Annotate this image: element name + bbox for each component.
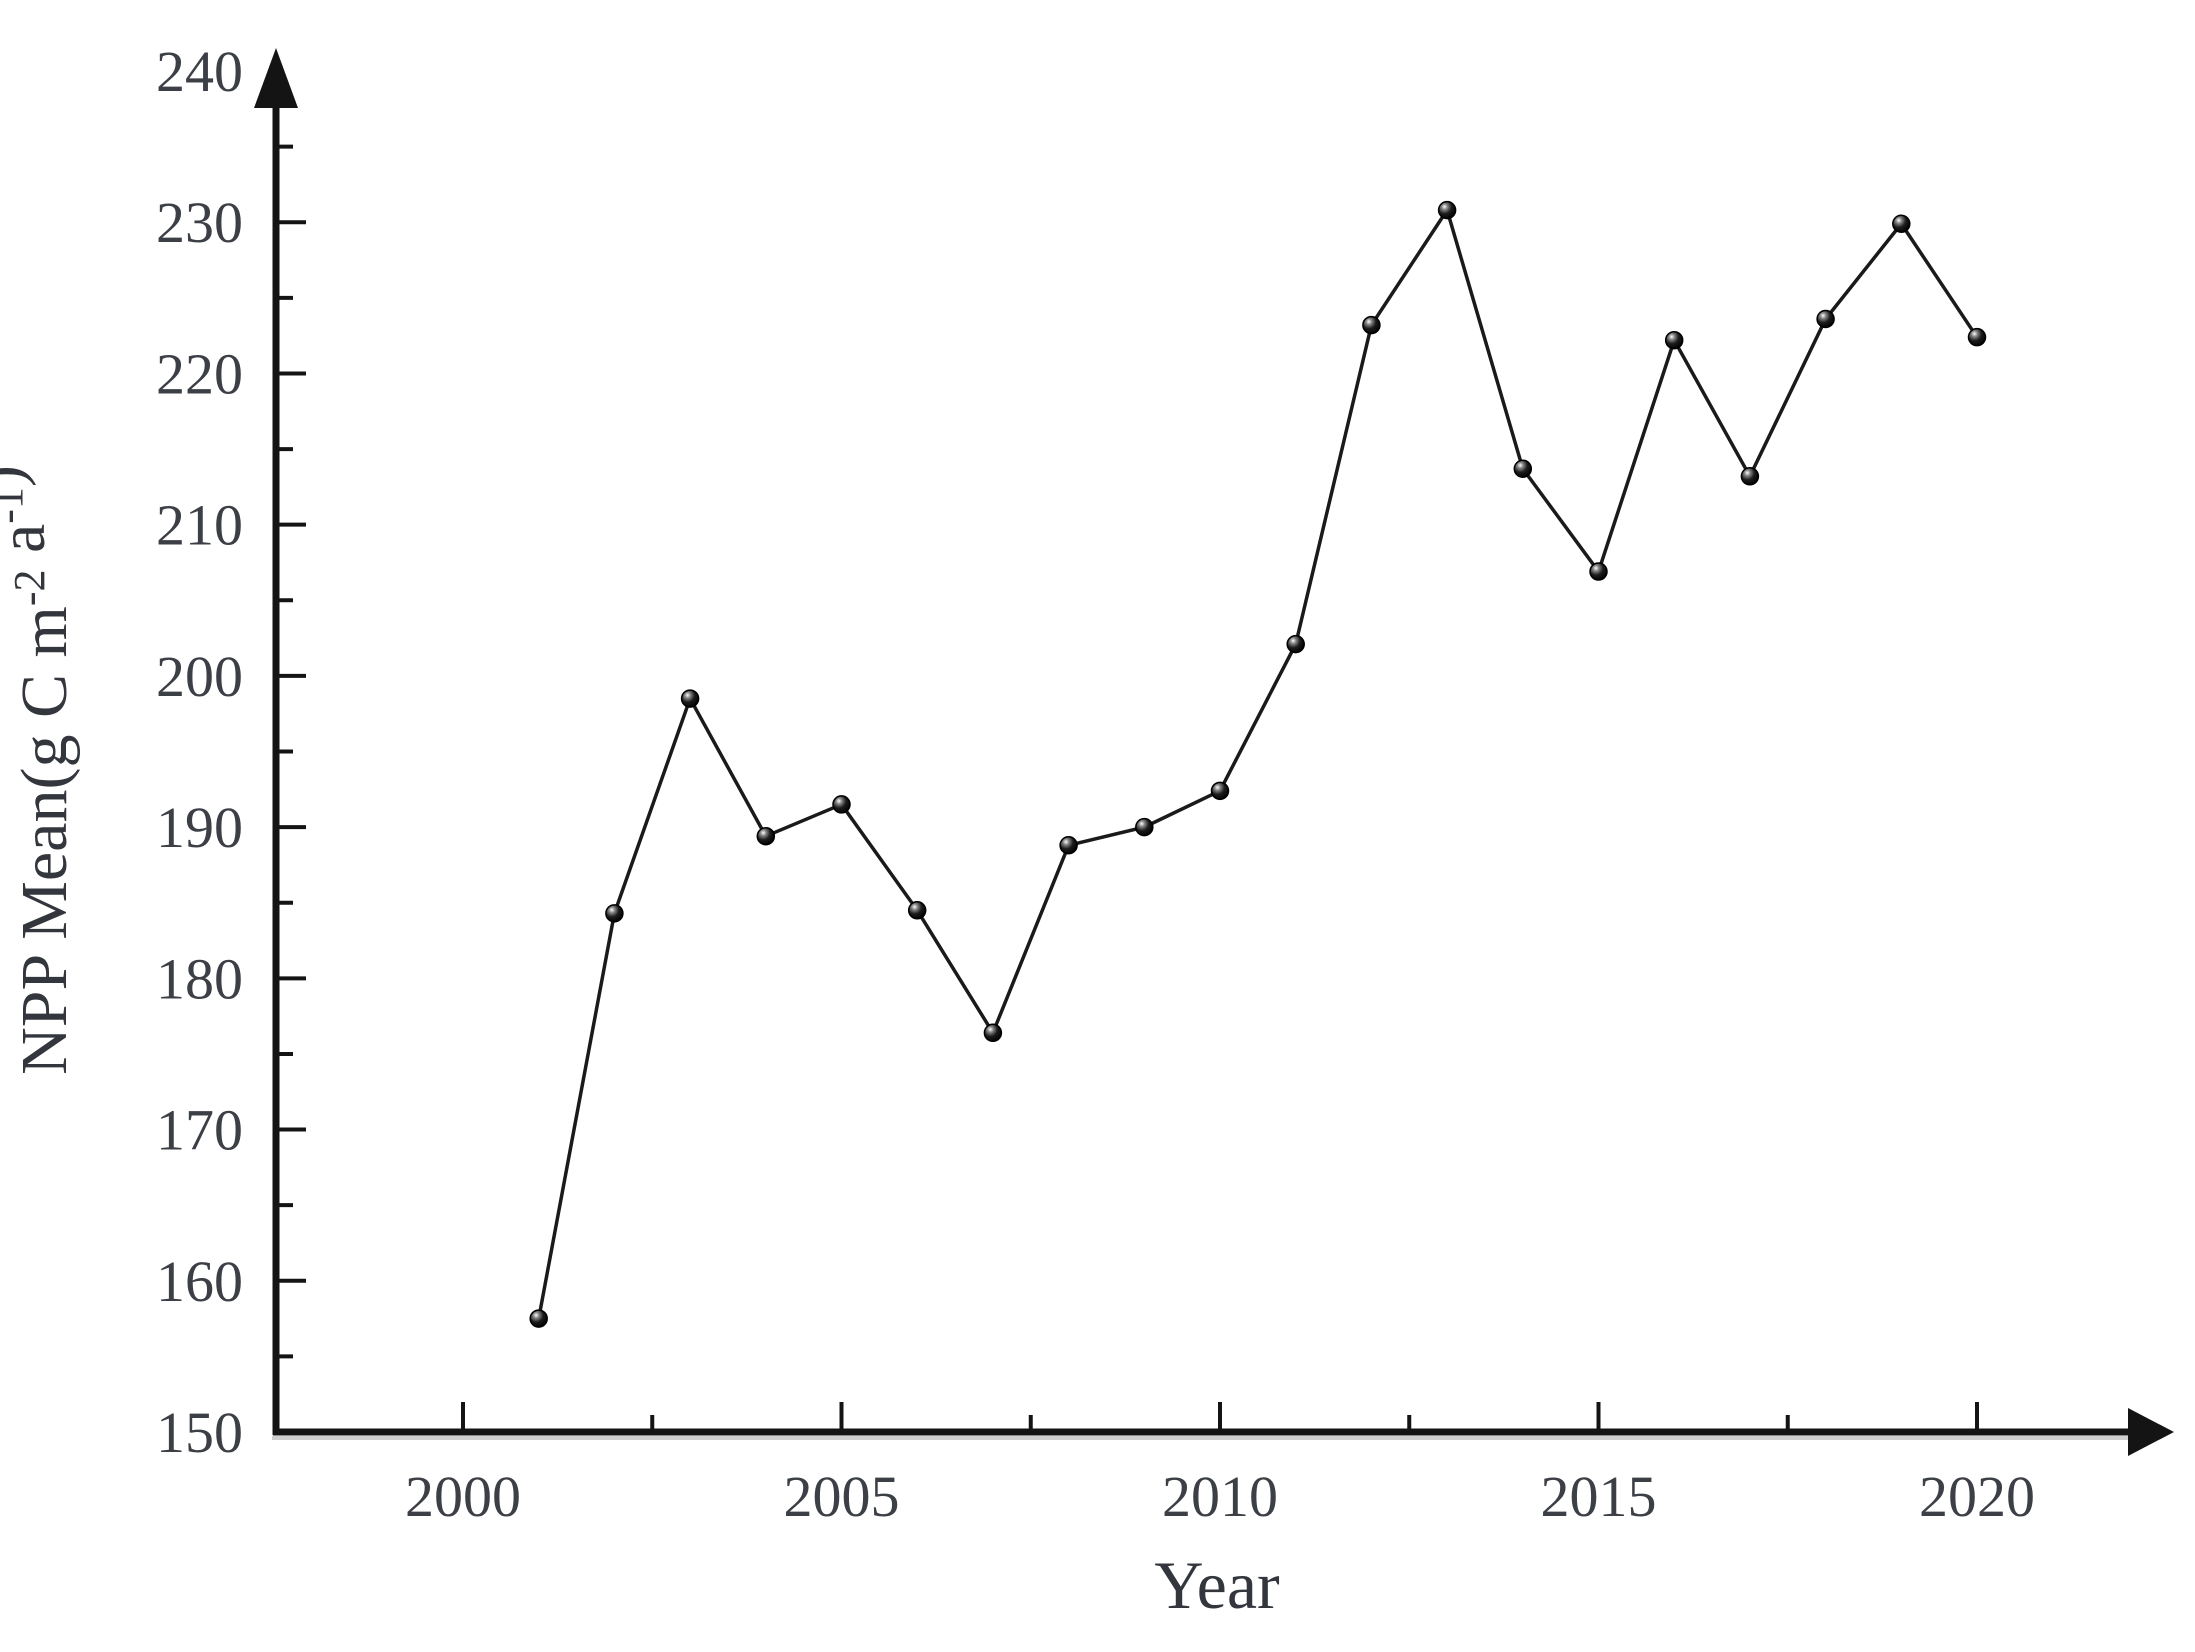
data-point-2017 xyxy=(1740,467,1760,486)
y-tick-label-220: 220 xyxy=(156,341,243,406)
data-point-2004 xyxy=(756,826,776,846)
y-axis-title: NPP Mean(g C m-2 a-1) xyxy=(0,465,81,1075)
y-tick-label-190: 190 xyxy=(156,795,243,860)
y-axis-arrowhead xyxy=(254,48,298,108)
x-axis-title: Year xyxy=(1154,1547,1280,1623)
data-point-2010 xyxy=(1210,781,1230,801)
data-point-2015 xyxy=(1589,562,1608,581)
y-tick-label-150: 150 xyxy=(156,1400,243,1465)
data-point-2001 xyxy=(529,1309,548,1328)
x-tick-label-2015: 2015 xyxy=(1541,1464,1657,1529)
axis-tick-labels: 2000 2005 2010 2015 2020 150 160 170 180 190 200 21… xyxy=(156,39,2035,1529)
data-point-2012 xyxy=(1362,315,1381,335)
axis-ticks xyxy=(276,144,1979,1432)
data-point-2009 xyxy=(1135,817,1154,837)
y-tick-label-230: 230 xyxy=(156,190,243,255)
x-tick-label-2005: 2005 xyxy=(784,1464,900,1529)
npp-series-line xyxy=(536,208,1979,1319)
data-point-2013 xyxy=(1437,200,1457,220)
data-point-2020 xyxy=(1967,327,1987,347)
x-tick-label-2020: 2020 xyxy=(1919,1464,2035,1529)
data-point-2011 xyxy=(1286,634,1305,654)
y-tick-label-210: 210 xyxy=(156,493,243,558)
data-point-2003 xyxy=(680,689,700,708)
data-point-2005 xyxy=(832,795,851,814)
y-tick-label-160: 160 xyxy=(156,1249,243,1314)
axes xyxy=(254,48,2174,1456)
data-point-2006 xyxy=(907,901,927,920)
data-line xyxy=(536,208,1979,1319)
data-point-2014 xyxy=(1513,459,1533,478)
data-point-2018 xyxy=(1816,309,1835,329)
data-point-2007 xyxy=(983,1023,1003,1043)
x-tick-label-2000: 2000 xyxy=(405,1464,521,1529)
data-points xyxy=(529,200,1987,1328)
data-point-2002 xyxy=(605,904,624,923)
data-point-2016 xyxy=(1664,330,1684,350)
x-tick-label-2010: 2010 xyxy=(1162,1464,1278,1529)
y-tick-label-240: 240 xyxy=(156,39,243,104)
y-tick-label-170: 170 xyxy=(156,1098,243,1163)
y-tick-label-200: 200 xyxy=(156,644,243,709)
data-point-2019 xyxy=(1892,214,1911,234)
y-tick-label-180: 180 xyxy=(156,946,243,1011)
data-point-2008 xyxy=(1059,836,1078,855)
x-axis-arrowhead xyxy=(2128,1408,2174,1456)
